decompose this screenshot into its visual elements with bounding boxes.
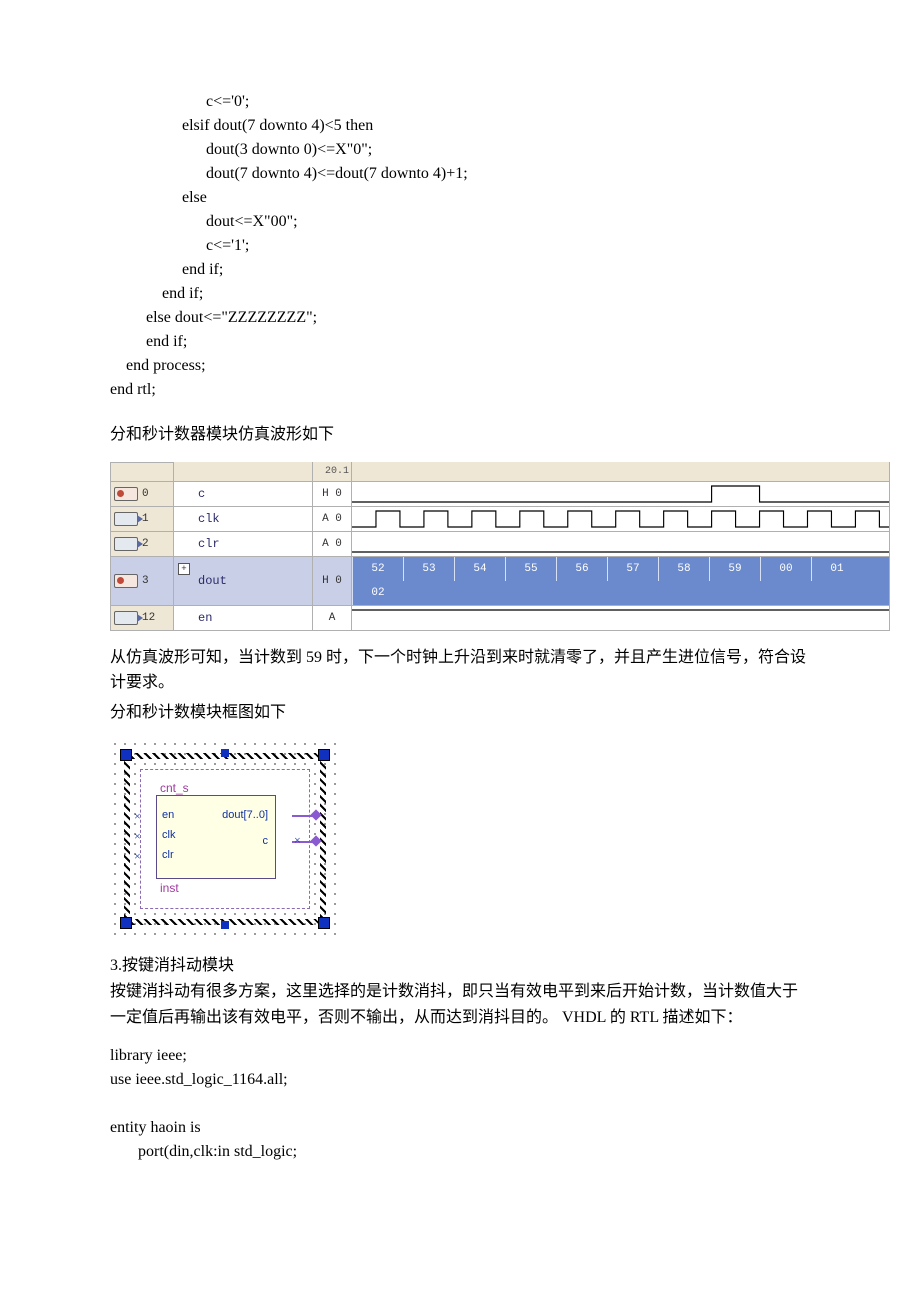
port-label-dout: dout[7..0] bbox=[222, 809, 268, 821]
waveform-signal-name: en bbox=[174, 605, 313, 630]
paragraph-debounce-desc: 按键消抖动有很多方案，这里选择的是计数消抖，即只当有效电平到来后开始计数，当计数… bbox=[110, 979, 810, 1030]
bus-value-cell: 53 bbox=[403, 557, 454, 581]
waveform-signal-value: H 0 bbox=[313, 556, 352, 605]
waveform-row: 12enA bbox=[111, 605, 890, 630]
paragraph-waveform-analysis: 从仿真波形可知，当计数到 59 时，下一个时钟上升沿到来时就清零了，并且产生进位… bbox=[110, 645, 810, 696]
waveform-row-index: 1 bbox=[111, 506, 174, 531]
port-pin-icon: × bbox=[134, 831, 144, 841]
waveform-time-header: 20.1 bbox=[111, 462, 890, 481]
selection-handle-icon bbox=[318, 917, 330, 929]
selection-handle-icon bbox=[120, 917, 132, 929]
selection-handle-icon bbox=[318, 749, 330, 761]
waveform-row: 3dout+H 052535455565758590001 02 bbox=[111, 556, 890, 605]
port-pin-icon: × bbox=[294, 835, 304, 845]
waveform-signal-name: dout+ bbox=[174, 556, 313, 605]
bus-value-cell: 57 bbox=[607, 557, 658, 581]
port-label-c: c bbox=[263, 835, 269, 847]
expand-icon[interactable]: + bbox=[178, 563, 190, 575]
waveform-signal-name: clr bbox=[174, 531, 313, 556]
bus-value-cell: 58 bbox=[658, 557, 709, 581]
input-pin-icon bbox=[114, 537, 138, 551]
port-label-clr: clr bbox=[162, 849, 174, 861]
module-name-label: cnt_s bbox=[160, 781, 189, 795]
waveform-viewer: 20.1 0cH 01clkA 02clrA 03dout+H 05253545… bbox=[110, 462, 890, 631]
waveform-signal-trace bbox=[352, 481, 890, 506]
bus-value-cell: 54 bbox=[454, 557, 505, 581]
selection-handle-icon bbox=[120, 749, 132, 761]
instance-name-label: inst bbox=[160, 881, 179, 895]
bus-value-cell: 55 bbox=[505, 557, 556, 581]
waveform-signal-value: A bbox=[313, 605, 352, 630]
selection-handle-icon bbox=[221, 749, 229, 757]
waveform-signal-name: clk bbox=[174, 506, 313, 531]
waveform-signal-value: A 0 bbox=[313, 531, 352, 556]
vhdl-code-block-1: c<='0'; elsif dout(7 downto 4)<5 then do… bbox=[110, 90, 810, 402]
bus-value-cell: 00 bbox=[760, 557, 811, 581]
bus-value-cell: 02 bbox=[352, 581, 403, 605]
waveform-row: 0cH 0 bbox=[111, 481, 890, 506]
waveform-signal-trace: 52535455565758590001 02 bbox=[352, 556, 890, 605]
waveform-row: 1clkA 0 bbox=[111, 506, 890, 531]
vhdl-code-block-2: library ieee; use ieee.std_logic_1164.al… bbox=[110, 1044, 810, 1164]
waveform-signal-trace bbox=[352, 605, 890, 630]
waveform-signal-value: A 0 bbox=[313, 506, 352, 531]
waveform-row-index: 12 bbox=[111, 605, 174, 630]
port-label-clk: clk bbox=[162, 829, 175, 841]
paragraph-block-diagram-intro: 分和秒计数模块框图如下 bbox=[110, 700, 810, 726]
input-pin-icon bbox=[114, 512, 138, 526]
bus-value-cell: 59 bbox=[709, 557, 760, 581]
waveform-time-label: 20.1 bbox=[313, 462, 352, 481]
port-label-en: en bbox=[162, 809, 174, 821]
port-pin-icon: × bbox=[134, 851, 144, 861]
waveform-signal-trace bbox=[352, 531, 890, 556]
waveform-row-index: 3 bbox=[111, 556, 174, 605]
output-pin-icon bbox=[114, 487, 138, 501]
waveform-signal-trace bbox=[352, 506, 890, 531]
bus-value-cell: 56 bbox=[556, 557, 607, 581]
input-pin-icon bbox=[114, 611, 138, 625]
waveform-row: 2clrA 0 bbox=[111, 531, 890, 556]
section-3-heading: 3.按键消抖动模块 bbox=[110, 953, 810, 979]
output-pin-icon bbox=[114, 574, 138, 588]
waveform-row-index: 0 bbox=[111, 481, 174, 506]
bus-value-cell: 52 bbox=[352, 557, 403, 581]
waveform-signal-name: c bbox=[174, 481, 313, 506]
paragraph-sim-waveform-intro: 分和秒计数器模块仿真波形如下 bbox=[110, 422, 810, 448]
selection-handle-icon bbox=[221, 921, 229, 929]
port-pin-icon: × bbox=[134, 811, 144, 821]
waveform-signal-value: H 0 bbox=[313, 481, 352, 506]
waveform-row-index: 2 bbox=[111, 531, 174, 556]
bus-value-cell: 01 bbox=[811, 557, 862, 581]
module-block-diagram: cnt_s × × × en clk clr dout[7..0] c × in… bbox=[110, 739, 340, 939]
